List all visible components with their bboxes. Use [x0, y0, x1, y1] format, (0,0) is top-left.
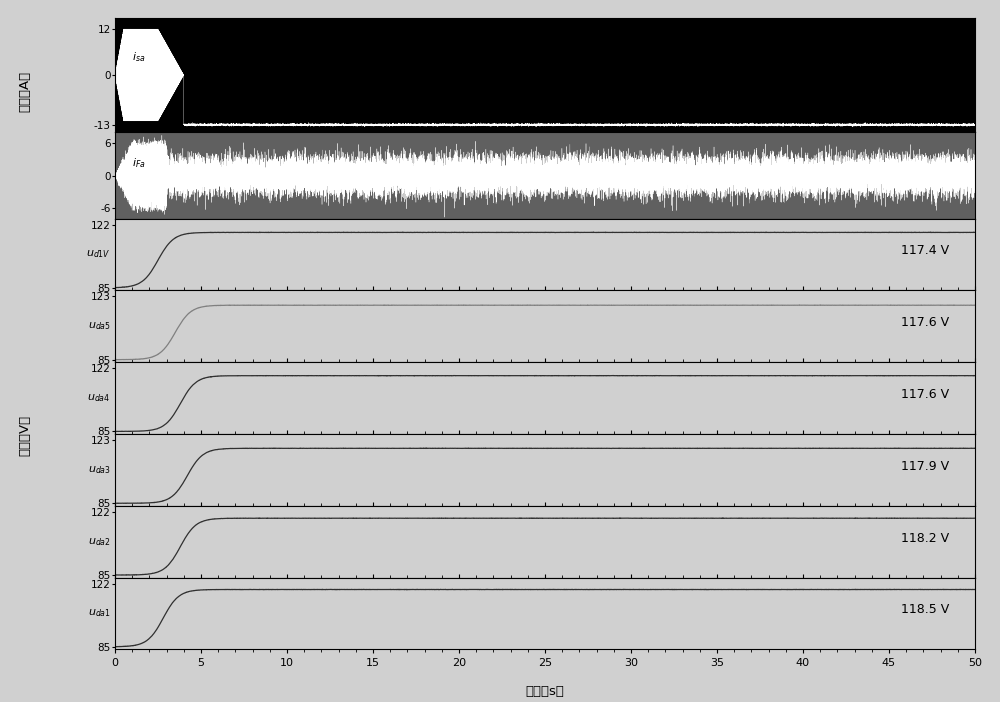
Text: $u_{da5}$: $u_{da5}$	[88, 320, 111, 332]
Text: 时间（s）: 时间（s）	[526, 685, 564, 698]
Text: 117.6 V: 117.6 V	[901, 316, 949, 329]
Text: $u_{da1}$: $u_{da1}$	[88, 607, 111, 619]
Text: $u_{da3}$: $u_{da3}$	[88, 464, 111, 476]
Text: $i_{sa}$: $i_{sa}$	[132, 50, 146, 63]
Text: $u_{da4}$: $u_{da4}$	[87, 392, 111, 404]
Text: 117.9 V: 117.9 V	[901, 460, 949, 472]
Text: $u_{d1V}$: $u_{d1V}$	[86, 249, 111, 260]
Text: 118.2 V: 118.2 V	[901, 531, 949, 545]
Text: $i_{Fa}$: $i_{Fa}$	[132, 157, 146, 171]
Text: $u_{da2}$: $u_{da2}$	[88, 536, 111, 548]
Text: 电流（A）: 电流（A）	[18, 71, 32, 112]
Text: 117.4 V: 117.4 V	[901, 244, 949, 258]
Text: 118.5 V: 118.5 V	[901, 603, 949, 616]
Text: 电压（V）: 电压（V）	[18, 415, 32, 456]
Text: 117.6 V: 117.6 V	[901, 388, 949, 401]
